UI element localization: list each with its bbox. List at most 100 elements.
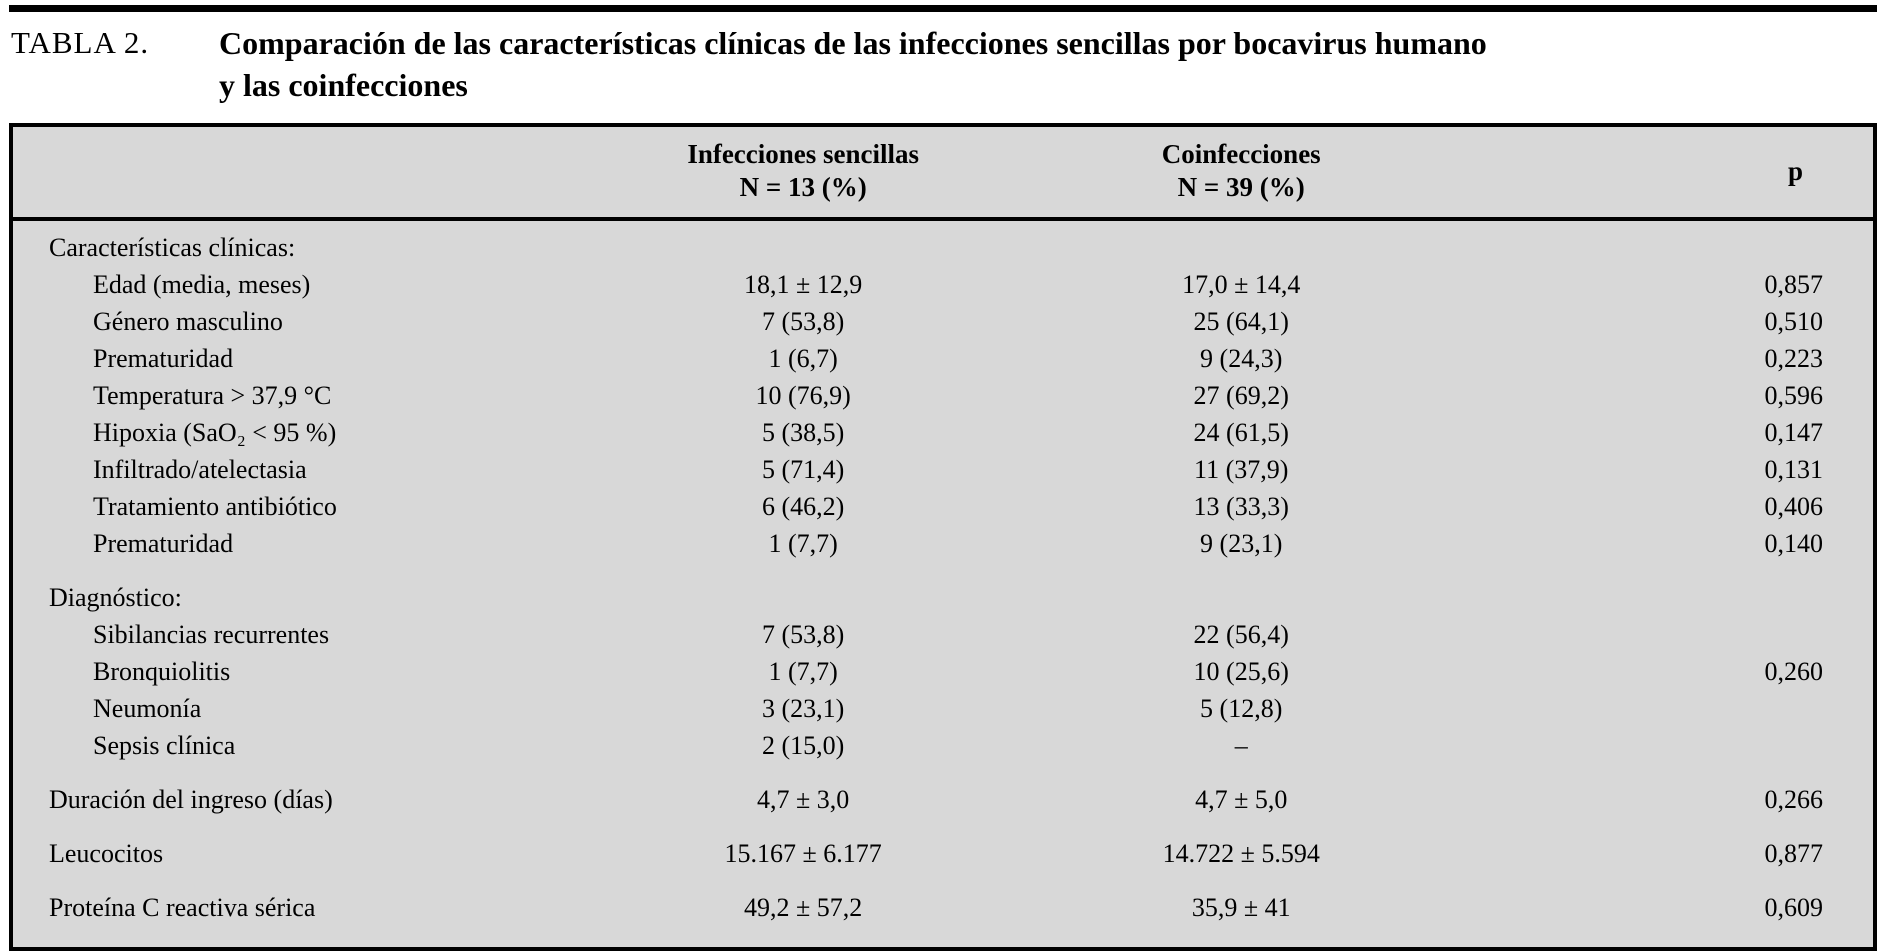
header-coinfections: Coinfecciones N = 39 (%)	[1054, 125, 1428, 221]
row-label: Prematuridad	[93, 344, 234, 373]
row-label: Bronquiolitis	[93, 657, 231, 686]
table-title-text: Comparación de las características clíni…	[219, 22, 1487, 106]
cell-co: 22 (56,4)	[1193, 620, 1289, 649]
table-row-sepsis: Sepsis clínica 2 (15,0) –	[11, 727, 1875, 764]
cell-p	[1428, 562, 1875, 616]
cell-simple: 1 (6,7)	[768, 344, 838, 373]
cell-co: 9 (24,3)	[1200, 344, 1283, 373]
cell-p: 0,596	[1764, 381, 1824, 410]
table-row-prematuridad-2: Prematuridad 1 (7,7) 9 (23,1) 0,140	[11, 525, 1875, 562]
row-label: Infiltrado/atelectasia	[93, 455, 307, 484]
cell-simple	[552, 219, 1055, 266]
section-label: Características clínicas:	[49, 233, 296, 262]
cell-simple	[552, 562, 1055, 616]
table-title-line2: y las coinfecciones	[219, 67, 468, 103]
cell-simple: 5 (71,4)	[762, 455, 845, 484]
cell-co: 13 (33,3)	[1193, 492, 1289, 521]
table-row-temperatura: Temperatura > 37,9 °C 10 (76,9) 27 (69,2…	[11, 377, 1875, 414]
cell-co: 11 (37,9)	[1194, 455, 1289, 484]
cell-co: 35,9 ± 41	[1191, 893, 1291, 922]
table-title: TABLA 2. Comparación de las característi…	[9, 12, 1877, 110]
table-row-infiltrado: Infiltrado/atelectasia 5 (71,4) 11 (37,9…	[11, 451, 1875, 488]
table-header: Infecciones sencillas N = 13 (%) Coinfec…	[11, 125, 1875, 221]
cell-co: 9 (23,1)	[1200, 529, 1283, 558]
cell-p: 0,147	[1764, 418, 1824, 447]
cell-simple: 1 (7,7)	[768, 529, 838, 558]
cell-p: 0,877	[1764, 839, 1824, 868]
cell-p: 0,510	[1764, 307, 1824, 336]
cell-simple: 4,7 ± 3,0	[757, 785, 850, 814]
header-coinfections-title: Coinfecciones	[1161, 139, 1321, 169]
row-label: Tratamiento antibiótico	[93, 492, 337, 521]
cell-simple: 1 (7,7)	[768, 657, 838, 686]
cell-simple: 15.167 ± 6.177	[724, 839, 882, 868]
header-coinfections-n: N = 39 (%)	[1177, 172, 1305, 202]
row-label: Leucocitos	[49, 839, 164, 868]
cell-p	[1428, 616, 1875, 653]
cell-p: 0,266	[1764, 785, 1824, 814]
cell-co: 24 (61,5)	[1193, 418, 1289, 447]
table-row-edad: Edad (media, meses) 18,1 ± 12,9 17,0 ± 1…	[11, 266, 1875, 303]
cell-simple: 6 (46,2)	[762, 492, 845, 521]
cell-p: 0,609	[1764, 893, 1824, 922]
page: TABLA 2. Comparación de las característi…	[0, 5, 1886, 951]
table-number-label: TABLA 2.	[11, 25, 150, 60]
cell-simple: 5 (38,5)	[762, 418, 845, 447]
comparison-table: Infecciones sencillas N = 13 (%) Coinfec…	[9, 123, 1877, 951]
header-row: Infecciones sencillas N = 13 (%) Coinfec…	[11, 125, 1875, 221]
row-label: Temperatura > 37,9 °C	[93, 381, 332, 410]
cell-p	[1428, 690, 1875, 727]
cell-p: 0,406	[1764, 492, 1824, 521]
cell-co: –	[1234, 731, 1248, 760]
cell-co: 10 (25,6)	[1193, 657, 1289, 686]
header-p-value: p	[1427, 125, 1875, 221]
table-row-proteina: Proteína C reactiva sérica 49,2 ± 57,2 3…	[11, 872, 1875, 949]
cell-simple: 2 (15,0)	[762, 731, 845, 760]
cell-simple: 18,1 ± 12,9	[744, 270, 863, 299]
cell-simple: 10 (76,9)	[755, 381, 851, 410]
cell-co: 5 (12,8)	[1200, 694, 1283, 723]
cell-co	[1055, 219, 1428, 266]
row-label: Duración del ingreso (días)	[49, 785, 333, 814]
cell-p: 0,260	[1764, 657, 1824, 686]
cell-co: 14.722 ± 5.594	[1162, 839, 1320, 868]
section-label: Diagnóstico:	[49, 583, 182, 612]
top-rule	[9, 5, 1877, 12]
row-label: Neumonía	[93, 694, 202, 723]
table-row-tratamiento: Tratamiento antibiótico 6 (46,2) 13 (33,…	[11, 488, 1875, 525]
table-row-bronquiolitis: Bronquiolitis 1 (7,7) 10 (25,6) 0,260	[11, 653, 1875, 690]
cell-co: 17,0 ± 14,4	[1182, 270, 1301, 299]
row-label: Edad (media, meses)	[93, 270, 311, 299]
row-label: Proteína C reactiva sérica	[49, 893, 316, 922]
cell-p	[1428, 727, 1875, 764]
cell-p: 0,140	[1764, 529, 1824, 558]
row-label: Hipoxia (SaO₂ < 95 %)	[93, 418, 337, 447]
row-label: Prematuridad	[93, 529, 234, 558]
cell-p: 0,223	[1764, 344, 1824, 373]
header-empty	[11, 125, 552, 221]
cell-simple: 7 (53,8)	[762, 620, 845, 649]
table-body: Características clínicas: Edad (media, m…	[11, 219, 1875, 949]
cell-co	[1055, 562, 1428, 616]
cell-p	[1428, 219, 1875, 266]
cell-simple: 7 (53,8)	[762, 307, 845, 336]
cell-co: 25 (64,1)	[1193, 307, 1289, 336]
table-row-hipoxia: Hipoxia (SaO₂ < 95 %) 5 (38,5) 24 (61,5)…	[11, 414, 1875, 451]
cell-p: 0,131	[1764, 455, 1824, 484]
row-label: Género masculino	[93, 307, 283, 336]
cell-co: 27 (69,2)	[1193, 381, 1289, 410]
table-row-neumonia: Neumonía 3 (23,1) 5 (12,8)	[11, 690, 1875, 727]
table-title-line1: Comparación de las características clíni…	[219, 25, 1487, 61]
table-row-duracion: Duración del ingreso (días) 4,7 ± 3,0 4,…	[11, 764, 1875, 818]
table-row-prematuridad-1: Prematuridad 1 (6,7) 9 (24,3) 0,223	[11, 340, 1875, 377]
cell-simple: 49,2 ± 57,2	[744, 893, 863, 922]
cell-p: 0,857	[1764, 270, 1824, 299]
section-row-diagnostico: Diagnóstico:	[11, 562, 1875, 616]
header-simple-infections-n: N = 13 (%)	[739, 172, 867, 202]
table-row-genero: Género masculino 7 (53,8) 25 (64,1) 0,51…	[11, 303, 1875, 340]
row-label: Sibilancias recurrentes	[93, 620, 330, 649]
cell-co: 4,7 ± 5,0	[1195, 785, 1288, 814]
header-simple-infections-title: Infecciones sencillas	[687, 139, 920, 169]
row-label: Sepsis clínica	[93, 731, 236, 760]
section-row-clinical-characteristics: Características clínicas:	[11, 219, 1875, 266]
